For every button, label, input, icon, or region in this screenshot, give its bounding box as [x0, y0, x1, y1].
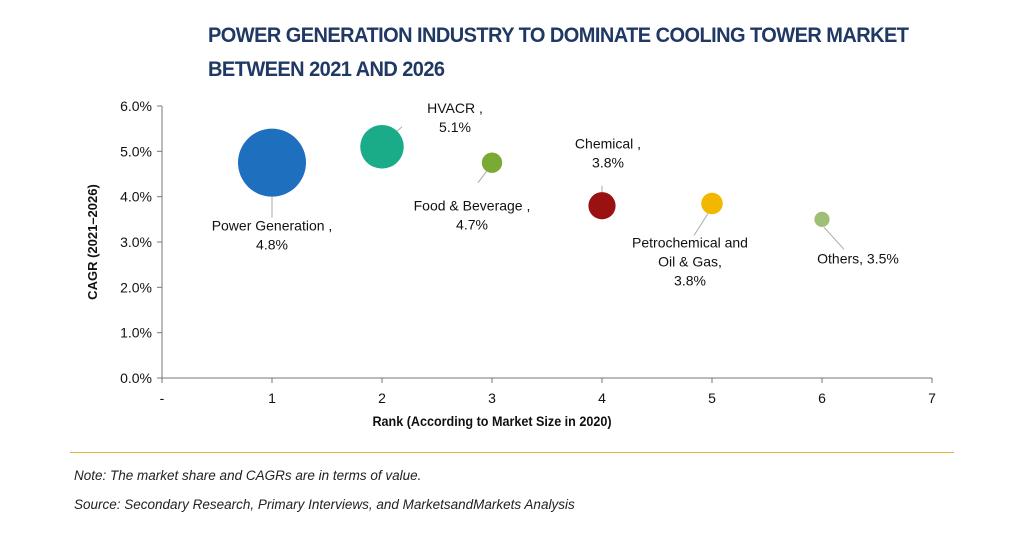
data-label-line: 5.1% [439, 119, 471, 135]
x-tick-label: 1 [268, 390, 276, 406]
y-tick-label: 4.0% [120, 189, 152, 205]
data-label-line: Food & Beverage , [414, 198, 531, 214]
bubble-others [814, 211, 830, 227]
x-tick-label: 4 [598, 390, 606, 406]
chart-title-line-2: BETWEEN 2021 AND 2026 [208, 57, 445, 81]
x-tick-label: 5 [708, 390, 716, 406]
chart-title-line-1: POWER GENERATION INDUSTRY TO DOMINATE CO… [208, 23, 909, 47]
data-label-line: Others, 3.5% [817, 250, 899, 266]
data-label-food-beverage: Food & Beverage , 4.7% [414, 198, 531, 233]
data-label-line: 4.8% [256, 237, 288, 253]
x-tick-label: - [160, 390, 165, 406]
y-tick-label: 3.0% [120, 234, 152, 250]
y-tick-label: 1.0% [120, 325, 152, 341]
label-leader-lines [271, 126, 845, 250]
chart-title: POWER GENERATION INDUSTRY TO DOMINATE CO… [208, 18, 915, 86]
data-label-hvacr: HVACR , 5.1% [427, 100, 483, 135]
y-tick-label: 5.0% [120, 143, 152, 159]
bubble-chemical [588, 192, 616, 220]
data-label-power-generation: Power Generation , 4.8% [212, 218, 333, 253]
data-label-line: 4.7% [456, 217, 488, 233]
chart-data-labels: Power Generation , 4.8% HVACR , 5.1% Food & … [212, 100, 899, 289]
note-text: Note: The market share and CAGRs are in … [74, 468, 422, 483]
x-axis-label: Rank (According to Market Size in 2020) [372, 413, 611, 429]
data-label-petrochemical-and-oil-gas: Petrochemical and Oil & Gas, 3.8% [632, 234, 748, 288]
bubble-petrochemical-and-oil-gas [701, 192, 723, 215]
data-label-others: Others, 3.5% [817, 250, 899, 266]
source-text: Source: Secondary Research, Primary Inte… [74, 497, 575, 512]
x-tick-label: 6 [818, 390, 826, 406]
data-label-line: 3.8% [592, 155, 624, 171]
x-tick-label: 7 [928, 390, 936, 406]
data-label-line: Power Generation , [212, 218, 333, 234]
bubble-power-generation [238, 128, 306, 197]
data-label-line: HVACR , [427, 100, 483, 116]
x-tick-label: 3 [488, 390, 496, 406]
data-label-line: 3.8% [674, 272, 706, 288]
data-label-chemical: Chemical , 3.8% [575, 136, 641, 171]
bubble-hvacr [360, 125, 404, 169]
chart-bubbles [238, 125, 830, 227]
leader-line-petrochemical-and-oil-gas [693, 213, 709, 236]
data-label-line: Oil & Gas, [658, 253, 722, 269]
y-axis-label: CAGR (2021–2026) [85, 184, 100, 300]
bubble-food-beverage [481, 152, 503, 173]
data-label-line: Chemical , [575, 136, 641, 152]
y-tick-label: 0.0% [120, 370, 152, 386]
footer-divider [70, 452, 954, 453]
y-tick-label: 6.0% [120, 98, 152, 114]
data-label-line: Petrochemical and [632, 234, 748, 250]
x-tick-label: 2 [378, 390, 386, 406]
chart-axes: 0.0% 1.0% 2.0% 3.0% 4.0% 5.0% 6.0% - 1 2 3 4 5 6 7 [120, 98, 936, 406]
leader-line-others [823, 226, 845, 250]
y-tick-label: 2.0% [120, 279, 152, 295]
